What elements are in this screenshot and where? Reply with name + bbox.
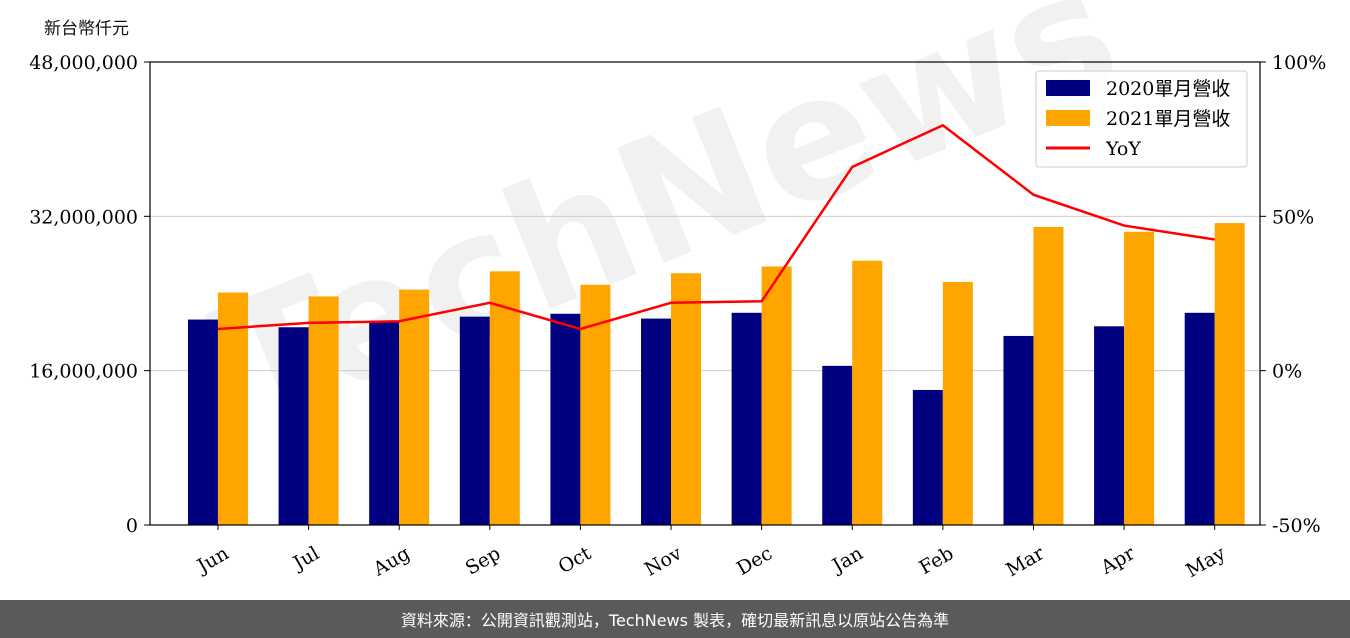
y-tick-label: 32,000,000 — [29, 206, 138, 228]
source-footer: 資料來源：公開資訊觀測站，TechNews 製表，確切最新訊息以原站公告為準 — [0, 600, 1350, 638]
bar-2020-aug — [369, 322, 400, 525]
chart: TechNews016,000,00032,000,00048,000,000-… — [29, 0, 1326, 582]
y-axis-unit-label: 新台幣仟元 — [44, 19, 129, 39]
x-tick-label-apr: Apr — [1096, 542, 1139, 579]
y2-tick-label: 0% — [1272, 361, 1302, 383]
bar-2020-sep — [459, 316, 490, 525]
x-tick-label-jun: Jun — [192, 542, 233, 578]
bar-2021-sep — [489, 271, 520, 525]
y-tick-label: 48,000,000 — [29, 52, 138, 74]
legend-2020-swatch — [1046, 80, 1090, 96]
bar-2020-feb — [912, 389, 943, 525]
bar-2021-aug — [399, 289, 430, 525]
x-tick-label-sep: Sep — [462, 542, 505, 579]
bar-2020-jun — [187, 319, 218, 525]
bar-2021-apr — [1124, 231, 1155, 525]
x-tick-label-feb: Feb — [916, 542, 958, 579]
bar-2020-nov — [641, 318, 672, 525]
x-tick-label-jan: Jan — [827, 542, 867, 578]
bar-2020-oct — [550, 313, 581, 525]
yoy-line — [217, 123, 1215, 331]
x-tick-label-dec: Dec — [733, 542, 776, 580]
y2-tick-label: -50% — [1272, 515, 1321, 537]
bar-2020-dec — [731, 312, 762, 525]
legend-2020-label: 2020單月營收 — [1106, 78, 1230, 100]
x-tick-label-mar: Mar — [1002, 542, 1048, 581]
bar-2021-jan — [852, 260, 883, 525]
x-tick-label-may: May — [1182, 542, 1229, 582]
y-tick-label: 16,000,000 — [29, 361, 138, 383]
x-tick-label-oct: Oct — [555, 542, 596, 578]
y2-tick-label: 50% — [1272, 206, 1314, 228]
bar-2021-jun — [217, 292, 248, 525]
plot-frame — [149, 61, 1261, 526]
bar-2021-feb — [942, 281, 973, 525]
y-tick-label: 0 — [126, 515, 138, 537]
x-tick-label-aug: Aug — [369, 542, 414, 581]
bar-2020-mar — [1003, 335, 1034, 525]
x-tick-label-jul: Jul — [288, 542, 323, 575]
bar-2021-jul — [308, 296, 339, 525]
bar-2021-nov — [671, 273, 702, 525]
legend-yoy-label: YoY — [1105, 138, 1141, 160]
bar-2021-dec — [761, 266, 792, 525]
bar-2021-mar — [1033, 226, 1064, 525]
bar-2021-may — [1214, 223, 1245, 525]
bar-2020-jul — [278, 327, 309, 525]
y2-tick-label: 100% — [1272, 52, 1326, 74]
legend-2021-swatch — [1046, 110, 1090, 126]
bar-2020-jan — [822, 365, 853, 525]
bar-2020-apr — [1094, 326, 1125, 525]
legend-2021-label: 2021單月營收 — [1106, 108, 1230, 130]
x-tick-label-nov: Nov — [641, 542, 686, 581]
bar-2020-may — [1184, 312, 1215, 525]
